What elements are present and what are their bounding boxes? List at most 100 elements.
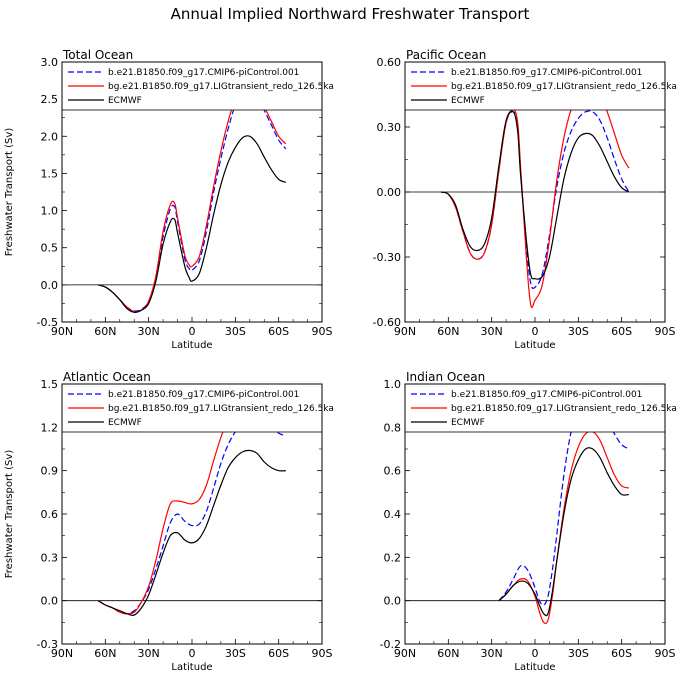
x-tick-label: 30S bbox=[225, 647, 246, 660]
y-tick-label: -0.3 bbox=[37, 638, 58, 651]
y-tick-label: -0.60 bbox=[373, 316, 401, 329]
legend-label: ECMWF bbox=[451, 418, 485, 428]
panel-title: Pacific Ocean bbox=[406, 48, 486, 62]
x-tick-label: 90S bbox=[655, 647, 676, 660]
x-tick-label: 60S bbox=[611, 325, 632, 338]
x-tick-label: 30N bbox=[481, 325, 503, 338]
y-tick-label: 0.30 bbox=[377, 121, 402, 134]
legend: b.e21.B1850.f09_g17.CMIP6-piControl.001b… bbox=[404, 383, 677, 433]
x-tick-label: 0 bbox=[532, 647, 539, 660]
y-tick-label: 1.2 bbox=[41, 421, 59, 434]
panel-title: Atlantic Ocean bbox=[63, 370, 151, 384]
x-axis-label: Latitude bbox=[171, 340, 212, 351]
panels: Total Ocean -0.5 0.0 0.5 1.0 1.5 2.0 2.5 3.0 90N 6… bbox=[4, 48, 677, 673]
x-tick-label: 0 bbox=[189, 325, 196, 338]
legend-label: ECMWF bbox=[108, 418, 142, 428]
x-tick-label: 0 bbox=[532, 325, 539, 338]
legend-label: ECMWF bbox=[108, 96, 142, 106]
series-line-3 bbox=[97, 449, 286, 616]
x-tick-label: 30S bbox=[568, 325, 589, 338]
y-tick-label: 0.6 bbox=[384, 465, 402, 478]
plot-frame bbox=[61, 383, 323, 645]
x-tick-label: 90S bbox=[655, 325, 676, 338]
x-tick-label: 0 bbox=[189, 647, 196, 660]
y-tick-label: 1.5 bbox=[41, 378, 59, 391]
legend-box bbox=[404, 383, 666, 433]
legend-label: ECMWF bbox=[451, 96, 485, 106]
y-tick-label: 0.5 bbox=[41, 242, 59, 255]
y-tick-label: 3.0 bbox=[41, 56, 59, 69]
plot-frame bbox=[404, 61, 666, 323]
series-line-2 bbox=[498, 430, 630, 625]
panel-indian-ocean: Indian Ocean -0.2 0.0 0.2 0.4 0.6 0.8 1.0 90N 60N… bbox=[380, 370, 677, 673]
plot-frame bbox=[61, 61, 323, 323]
panel-total-ocean: Total Ocean -0.5 0.0 0.5 1.0 1.5 2.0 2.5 3.0 90N 6… bbox=[4, 48, 334, 351]
panel-title: Indian Ocean bbox=[406, 370, 485, 384]
legend-label: b.e21.B1850.f09_g17.CMIP6-piControl.001 bbox=[108, 390, 299, 400]
x-tick-label: 90N bbox=[394, 325, 416, 338]
legend-label: bg.e21.B1850.f09_g17.LIGtransient_redo_1… bbox=[451, 404, 677, 414]
y-tick-label: 1.5 bbox=[41, 167, 59, 180]
y-tick-label: 0.0 bbox=[41, 595, 59, 608]
y-axis-label: Freshwater Transport (Sv) bbox=[4, 128, 15, 257]
x-tick-label: 90S bbox=[312, 647, 333, 660]
x-axis-label: Latitude bbox=[514, 340, 555, 351]
legend-label: bg.e21.B1850.f09_g17.LIGtransient_redo_1… bbox=[451, 82, 677, 92]
series-line-1 bbox=[97, 412, 287, 615]
y-tick-label: 2.0 bbox=[41, 130, 59, 143]
legend-label: bg.e21.B1850.f09_g17.LIGtransient_redo_1… bbox=[108, 82, 334, 92]
x-tick-label: 90S bbox=[312, 325, 333, 338]
x-tick-label: 90N bbox=[394, 647, 416, 660]
y-tick-label: 0.3 bbox=[41, 551, 59, 564]
legend-box bbox=[61, 383, 323, 433]
y-tick-label: -0.2 bbox=[380, 638, 401, 651]
legend-label: bg.e21.B1850.f09_g17.LIGtransient_redo_1… bbox=[108, 404, 334, 414]
y-tick-label: 0.00 bbox=[377, 186, 402, 199]
series-line-1 bbox=[440, 110, 630, 289]
x-tick-label: 30S bbox=[225, 325, 246, 338]
legend-label: b.e21.B1850.f09_g17.CMIP6-piControl.001 bbox=[451, 68, 642, 78]
legend: b.e21.B1850.f09_g17.CMIP6-piControl.001b… bbox=[61, 383, 334, 433]
series-line-1 bbox=[97, 89, 287, 312]
x-tick-label: 60S bbox=[611, 647, 632, 660]
legend-label: b.e21.B1850.f09_g17.CMIP6-piControl.001 bbox=[108, 68, 299, 78]
x-tick-label: 60S bbox=[268, 325, 289, 338]
series-line-2 bbox=[440, 84, 630, 309]
legend-box bbox=[61, 61, 323, 111]
x-tick-label: 30S bbox=[568, 647, 589, 660]
x-tick-label: 90N bbox=[51, 647, 73, 660]
x-tick-label: 30N bbox=[138, 325, 160, 338]
y-tick-label: 0.6 bbox=[41, 508, 59, 521]
series-line-3 bbox=[97, 135, 287, 313]
series-line-3 bbox=[498, 447, 629, 617]
panel-title: Total Ocean bbox=[62, 48, 133, 62]
x-tick-label: 90N bbox=[51, 325, 73, 338]
x-tick-label: 30N bbox=[481, 647, 503, 660]
x-axis-label: Latitude bbox=[514, 662, 555, 673]
y-tick-label: -0.30 bbox=[373, 251, 401, 264]
x-tick-label: 30N bbox=[138, 647, 160, 660]
legend-label: b.e21.B1850.f09_g17.CMIP6-piControl.001 bbox=[451, 390, 642, 400]
y-tick-label: 0.8 bbox=[384, 421, 402, 434]
y-tick-label: 0.0 bbox=[384, 595, 402, 608]
x-tick-label: 60N bbox=[94, 647, 116, 660]
y-tick-label: 0.2 bbox=[384, 551, 402, 564]
x-tick-label: 60N bbox=[94, 325, 116, 338]
y-tick-label: 2.5 bbox=[41, 93, 59, 106]
panel-pacific-ocean: Pacific Ocean -0.60 -0.30 0.00 0.30 0.60 90N 60… bbox=[373, 48, 677, 351]
y-tick-label: 1.0 bbox=[384, 378, 402, 391]
y-tick-label: 0.60 bbox=[377, 56, 402, 69]
series-line-3 bbox=[440, 110, 630, 280]
y-axis-label: Freshwater Transport (Sv) bbox=[4, 450, 15, 579]
legend: b.e21.B1850.f09_g17.CMIP6-piControl.001b… bbox=[61, 61, 334, 111]
x-tick-label: 60N bbox=[437, 325, 459, 338]
plot-frame bbox=[404, 383, 666, 645]
figure-title: Annual Implied Northward Freshwater Tran… bbox=[171, 5, 530, 23]
x-axis-label: Latitude bbox=[171, 662, 212, 673]
y-tick-label: 0.0 bbox=[41, 279, 59, 292]
y-tick-label: 1.0 bbox=[41, 205, 59, 218]
y-tick-label: -0.5 bbox=[37, 316, 58, 329]
series-line-2 bbox=[97, 87, 287, 313]
x-tick-label: 60N bbox=[437, 647, 459, 660]
